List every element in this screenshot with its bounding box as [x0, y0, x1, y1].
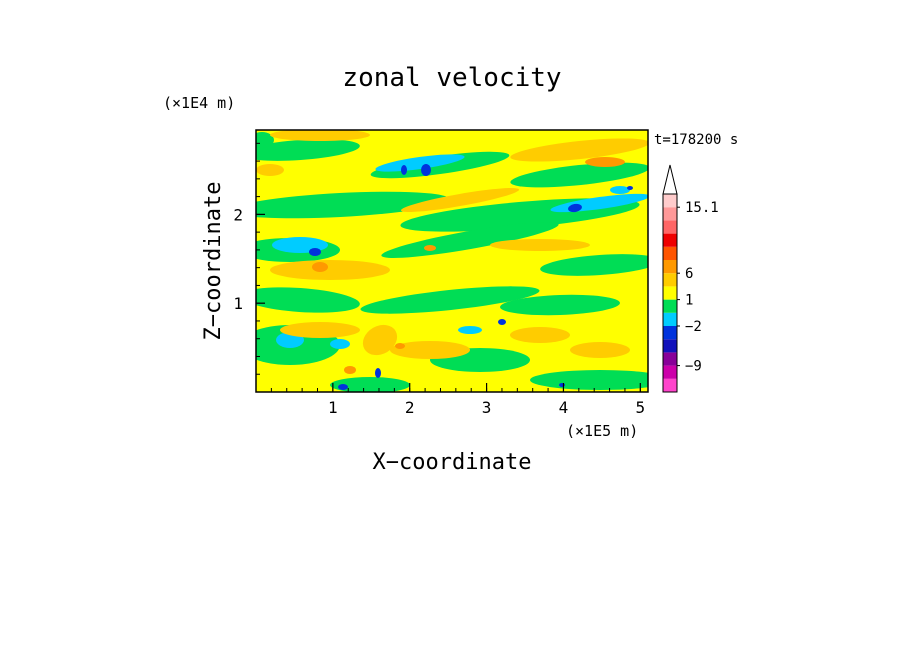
x-axis-label: X−coordinate — [373, 450, 532, 475]
band-strong-negative — [498, 319, 506, 325]
band-weak-positive — [510, 138, 648, 162]
band-weak-negative — [510, 162, 648, 188]
band-weak-positive — [270, 260, 390, 280]
band-weak-negative — [256, 191, 450, 219]
band-weak-positive — [570, 342, 630, 358]
band-weak-positive — [280, 322, 360, 338]
band-weak-positive — [390, 341, 470, 359]
band-weak-negative — [500, 294, 620, 316]
x-tick-label: 2 — [405, 398, 415, 417]
band-weak-negative — [256, 132, 274, 148]
colorbar-frame — [662, 193, 678, 393]
band-weak-negative — [256, 287, 360, 313]
colorbar-cell — [663, 207, 677, 221]
y-axis-ticks: 12 — [233, 142, 265, 375]
band-weak-positive — [400, 188, 520, 212]
y-tick-label: 2 — [233, 205, 243, 224]
colorbar-cell — [663, 378, 677, 392]
band-weak-positive — [270, 130, 370, 141]
band-moderate-positive — [344, 366, 356, 374]
x-tick-label: 4 — [559, 398, 569, 417]
colorbar-cell — [663, 194, 677, 208]
band-weak-positive — [362, 324, 398, 356]
colorbar-extend-arrow — [662, 164, 678, 195]
colorbar-label: −9 — [685, 359, 702, 375]
band-weak-negative — [530, 370, 648, 390]
contour-bands — [256, 130, 648, 392]
band-strong-negative — [401, 165, 407, 175]
x-axis-ticks: 1 2 3 4 5 — [270, 383, 645, 417]
colorbar: 15.1 6 1 −2 −9 — [662, 164, 719, 393]
band-weak-negative — [330, 377, 410, 392]
band-weak-negative — [540, 254, 648, 276]
x-unit-label: (×1E5 m) — [566, 422, 638, 440]
y-unit-label: (×1E4 m) — [163, 94, 235, 112]
band-weak-positive — [510, 327, 570, 343]
band-moderate-negative — [330, 339, 350, 349]
colorbar-cell — [663, 352, 677, 366]
band-moderate-negative — [610, 186, 630, 194]
band-strong-negative — [627, 186, 633, 190]
band-weak-positive — [490, 239, 590, 251]
band-strong-negative — [309, 248, 321, 256]
colorbar-label: 1 — [685, 293, 693, 309]
band-moderate-positive — [312, 262, 328, 272]
band-moderate-positive — [424, 245, 436, 251]
x-tick-label: 5 — [635, 398, 645, 417]
colorbar-cell — [663, 339, 677, 353]
colorbar-cell — [663, 246, 677, 260]
colorbar-cell — [663, 286, 677, 300]
band-moderate-negative — [375, 154, 465, 172]
band-weak-positive — [256, 164, 284, 176]
plot-frame — [255, 129, 649, 393]
band-moderate-positive — [395, 343, 405, 349]
colorbar-cell — [663, 326, 677, 340]
band-strong-negative — [559, 383, 565, 387]
colorbar-cell — [663, 312, 677, 326]
time-label: t=178200 s — [654, 132, 738, 148]
band-strong-negative — [568, 203, 582, 213]
colorbar-cell — [663, 233, 677, 247]
x-tick-label: 3 — [482, 398, 492, 417]
x-tick-label: 1 — [328, 398, 338, 417]
colorbar-cell — [663, 260, 677, 274]
colorbar-label: −2 — [685, 319, 702, 335]
colorbar-cell — [663, 273, 677, 287]
band-strong-negative — [421, 164, 431, 176]
band-strong-negative — [375, 368, 381, 378]
band-weak-negative — [360, 286, 540, 314]
colorbar-cell — [663, 299, 677, 313]
y-tick-label: 1 — [233, 294, 243, 313]
band-moderate-positive — [585, 157, 625, 167]
colorbar-label: 15.1 — [685, 200, 719, 216]
chart-title: zonal velocity — [342, 63, 561, 93]
colorbar-cell — [663, 220, 677, 234]
y-axis-label: Z−coordinate — [201, 182, 226, 341]
band-strong-negative — [338, 384, 348, 390]
colorbar-cell — [663, 365, 677, 379]
band-moderate-negative — [458, 326, 482, 334]
colorbar-label: 6 — [685, 266, 693, 282]
